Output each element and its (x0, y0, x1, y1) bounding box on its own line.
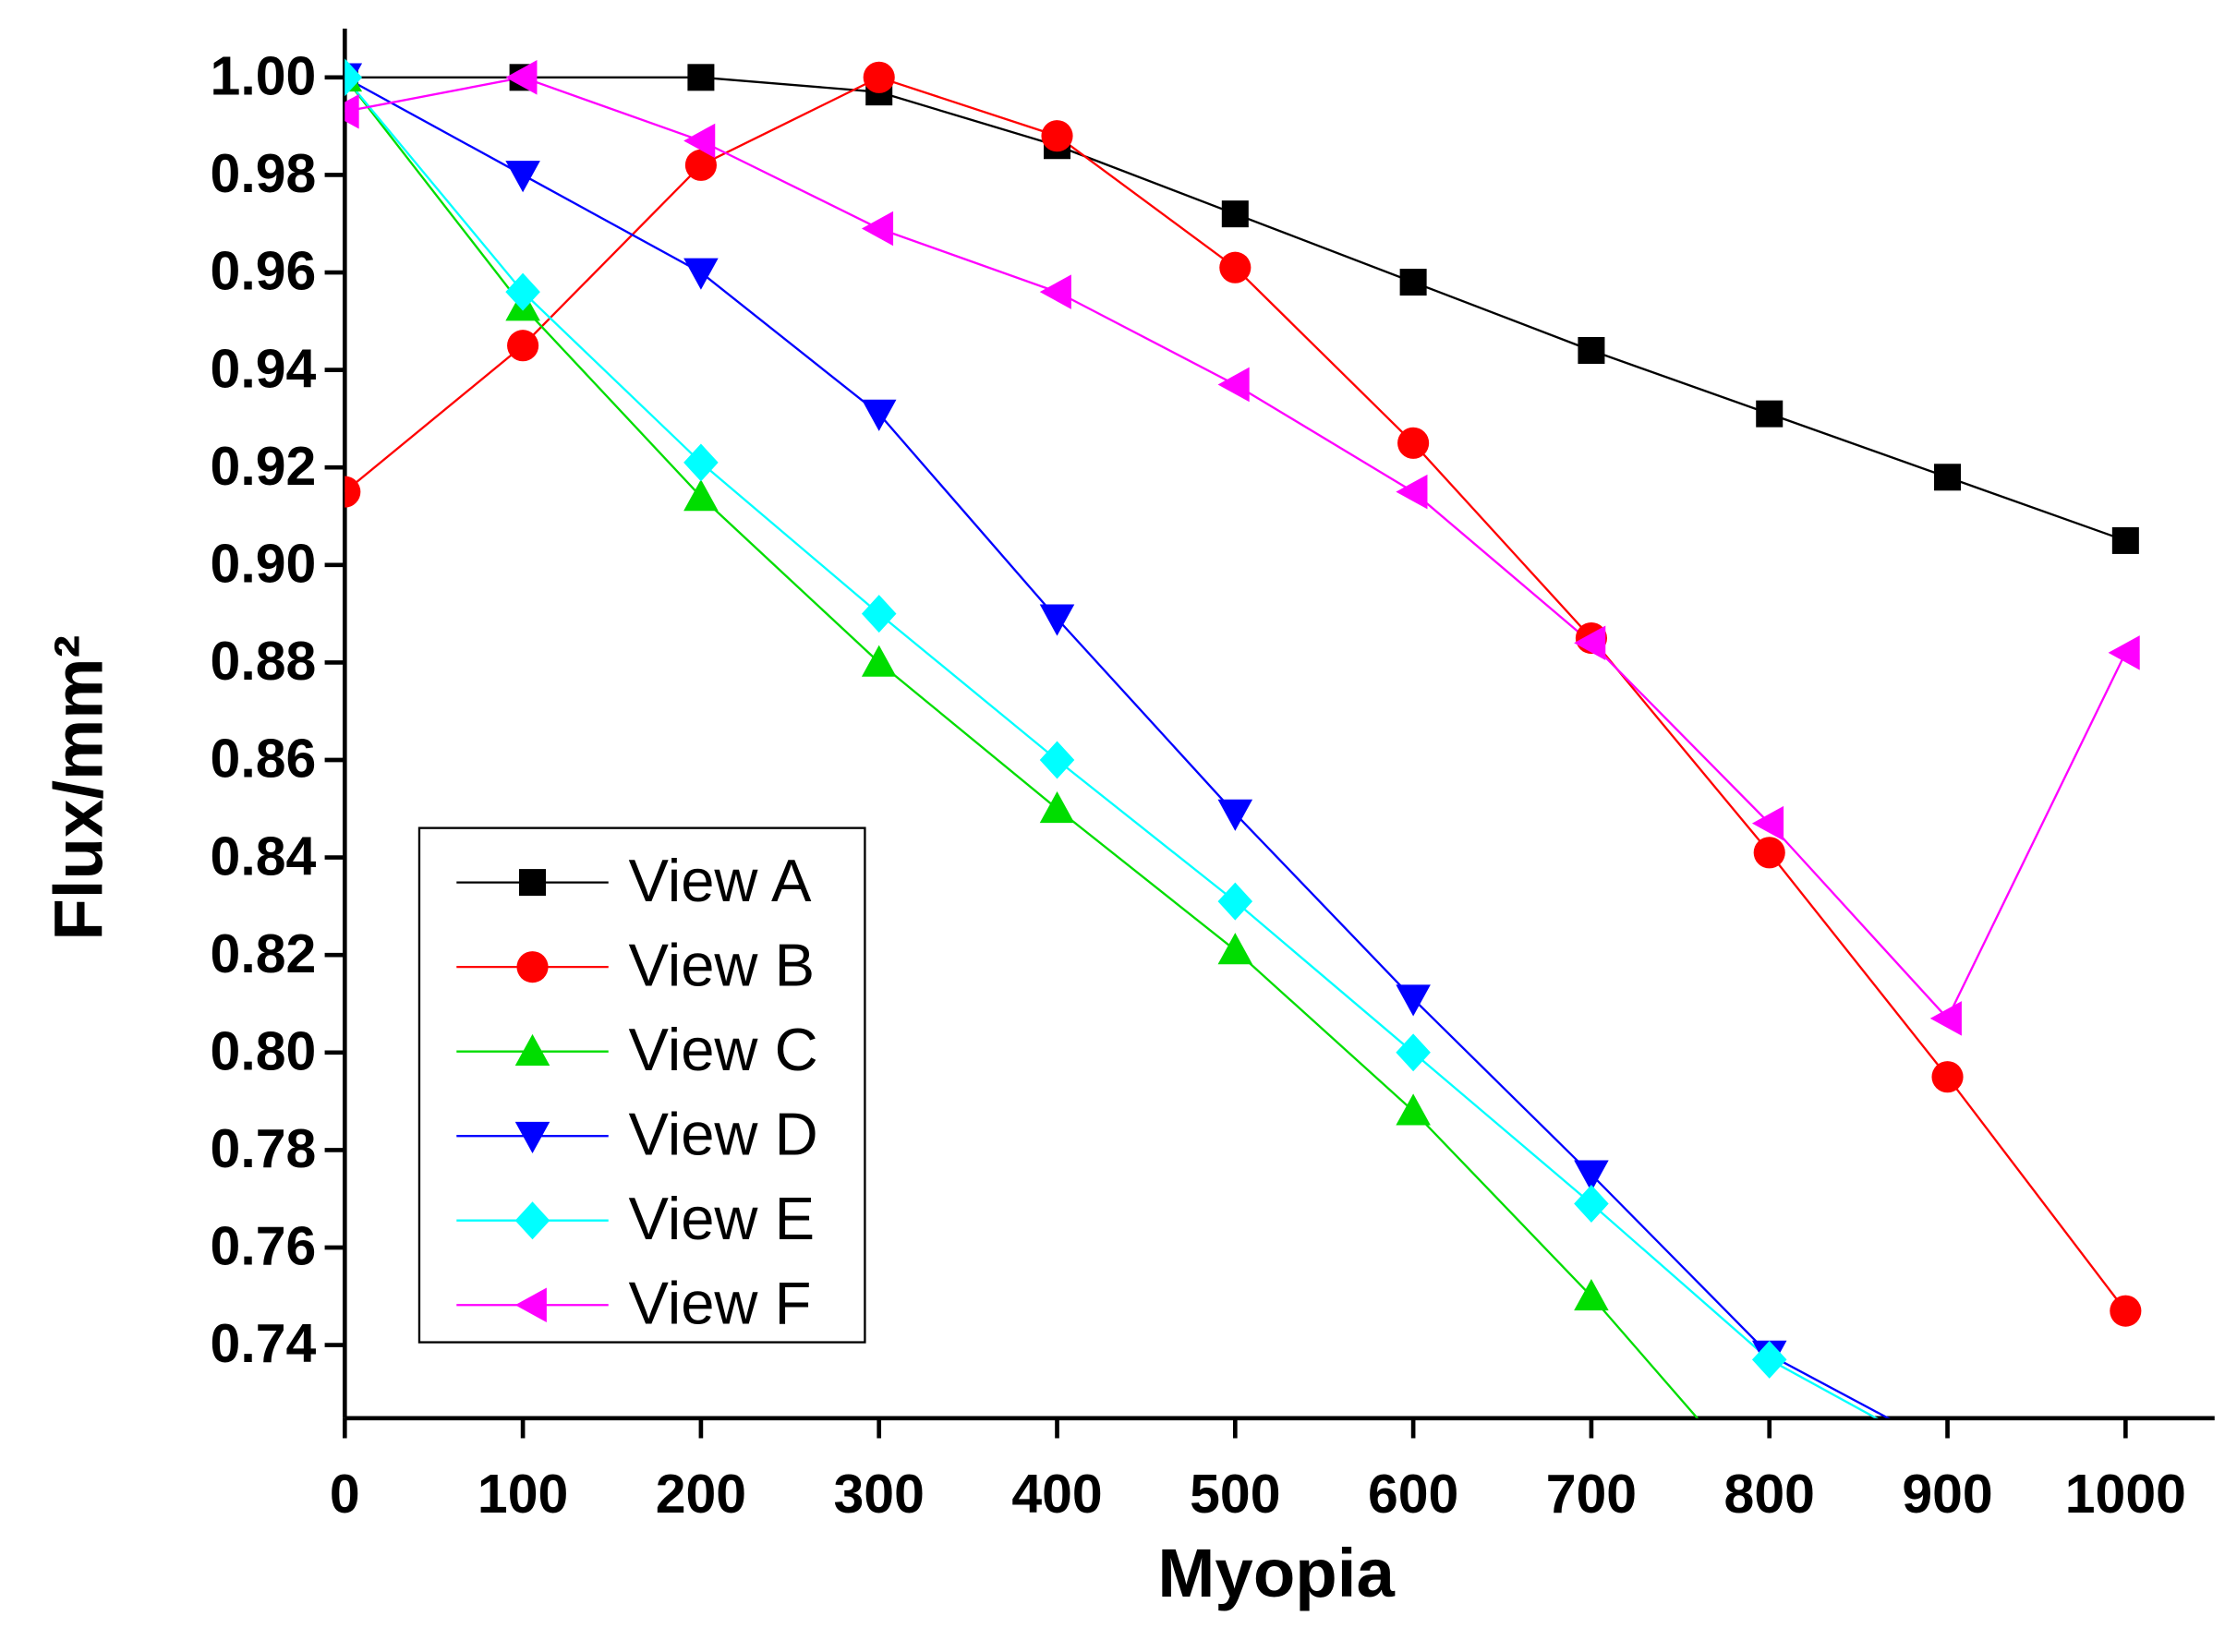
marker (1929, 1001, 1962, 1036)
marker (516, 951, 549, 983)
marker (861, 399, 897, 431)
x-tick-label: 900 (1902, 1465, 1992, 1525)
x-tick-label: 100 (478, 1465, 568, 1525)
marker (1217, 367, 1250, 403)
x-tick-label: 300 (834, 1465, 925, 1525)
marker (861, 645, 897, 677)
y-tick-label: 0.90 (211, 534, 317, 594)
legend-label: View E (628, 1185, 815, 1252)
y-tick-label: 0.94 (211, 339, 317, 399)
legend-label: View C (628, 1016, 817, 1083)
x-axis-label: Myopia (1157, 1535, 1395, 1611)
y-tick-label: 0.88 (211, 632, 317, 692)
y-axis-label: Flux/mm² (41, 635, 117, 941)
marker (1399, 269, 1427, 296)
marker (683, 479, 719, 512)
marker (683, 123, 716, 159)
marker (1574, 1160, 1609, 1192)
x-tick-label: 200 (656, 1465, 746, 1525)
y-tick-label: 0.80 (211, 1021, 317, 1081)
legend-label: View B (628, 931, 815, 998)
marker (2111, 526, 2139, 554)
x-tick-label: 700 (1546, 1465, 1637, 1525)
marker (1930, 1436, 1965, 1467)
y-tick-label: 0.98 (211, 144, 317, 204)
marker (345, 58, 363, 97)
y-tick-label: 0.92 (211, 437, 317, 497)
y-tick-label: 0.74 (211, 1314, 317, 1374)
legend-label: View A (628, 847, 812, 914)
marker (1039, 741, 1075, 779)
marker (1756, 400, 1784, 428)
series-line (345, 76, 1891, 1418)
marker (1217, 933, 1253, 965)
marker (1396, 984, 1431, 1017)
marker (505, 161, 540, 193)
series-line (345, 76, 2126, 542)
x-tick-label: 0 (330, 1465, 360, 1525)
x-tick-label: 500 (1190, 1465, 1280, 1525)
marker (1751, 1340, 1787, 1379)
x-tick-label: 600 (1368, 1465, 1458, 1525)
marker (1396, 474, 1428, 510)
marker (1039, 274, 1071, 309)
marker (1574, 1279, 1609, 1311)
marker (1217, 882, 1253, 921)
marker (683, 258, 719, 290)
marker (2110, 1295, 2142, 1327)
marker (514, 1033, 550, 1067)
marker (1574, 1184, 1609, 1223)
marker (507, 330, 539, 362)
plot-area (345, 58, 2142, 1467)
marker (1934, 464, 1962, 491)
marker (519, 869, 547, 897)
marker (687, 64, 715, 91)
marker (1397, 427, 1430, 459)
x-tick-label: 1000 (2065, 1465, 2186, 1525)
marker (514, 1121, 550, 1153)
marker (861, 595, 897, 633)
marker (861, 211, 894, 247)
y-tick-label: 1.00 (211, 46, 317, 106)
marker (1219, 251, 1252, 283)
y-tick-label: 0.78 (211, 1119, 317, 1179)
marker (514, 1287, 547, 1323)
y-tick-label: 0.86 (211, 730, 317, 790)
marker (1396, 1033, 1431, 1072)
marker (345, 94, 359, 129)
marker (1396, 1093, 1431, 1126)
y-tick-label: 0.82 (211, 924, 317, 984)
legend-label: View D (628, 1100, 817, 1167)
marker (1039, 791, 1075, 824)
marker (1039, 604, 1075, 636)
marker (1931, 1061, 1964, 1093)
y-tick-label: 0.76 (211, 1217, 317, 1277)
marker (1578, 336, 1605, 365)
marker (1221, 200, 1249, 228)
marker (683, 443, 719, 482)
y-tick-label: 0.84 (211, 826, 317, 886)
marker (684, 149, 717, 181)
legend-box (417, 826, 866, 1344)
marker (1041, 120, 1073, 152)
marker (1753, 837, 1785, 869)
marker (863, 61, 895, 93)
marker (505, 60, 538, 95)
marker (1217, 799, 1253, 831)
x-tick-label: 400 (1011, 1465, 1102, 1525)
marker (514, 1201, 550, 1240)
series-line (345, 77, 1879, 1418)
marker (1574, 625, 1606, 661)
x-tick-label: 800 (1724, 1465, 1815, 1525)
marker (2108, 635, 2140, 670)
legend-label: View F (628, 1270, 811, 1337)
marker (1751, 805, 1784, 841)
marker (345, 476, 361, 508)
y-tick-label: 0.96 (211, 242, 317, 302)
